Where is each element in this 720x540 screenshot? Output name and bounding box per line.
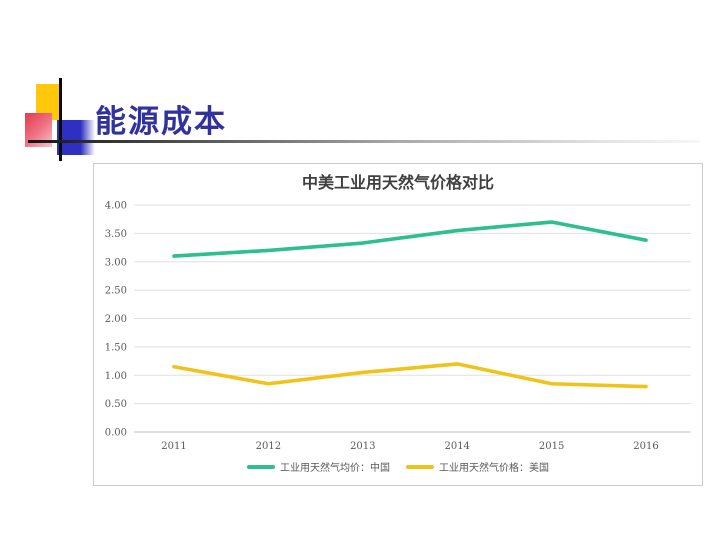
svg-text:1.50: 1.50 xyxy=(105,342,127,353)
legend-swatch xyxy=(406,464,434,469)
page-title: 能源成本 xyxy=(95,104,227,140)
svg-text:2.50: 2.50 xyxy=(105,286,127,297)
svg-text:2012: 2012 xyxy=(256,441,281,452)
svg-text:3.50: 3.50 xyxy=(105,229,127,240)
decoration-blue-square xyxy=(57,120,95,155)
decoration-vertical-line xyxy=(59,78,62,161)
legend-label: 工业用天然气均价：中国 xyxy=(280,463,390,474)
svg-text:1.00: 1.00 xyxy=(105,371,127,382)
legend-swatch xyxy=(247,464,275,469)
chart-title: 中美工业用天然气价格对比 xyxy=(301,173,494,192)
svg-text:2015: 2015 xyxy=(539,441,564,452)
svg-text:2014: 2014 xyxy=(444,441,469,452)
svg-text:4.00: 4.00 xyxy=(105,201,127,212)
svg-text:2016: 2016 xyxy=(633,441,658,452)
legend-item-usa: 工业用天然气价格：美国 xyxy=(406,459,549,474)
chart-svg: 0.00 0.50 1.00 1.50 2.00 2.50 3.00 3.50 4.00 2011… xyxy=(105,201,691,452)
chart-panel: 中美工业用天然气价格对比 0.00 0.50 1.00 1.50 2.00 2.50 3.0… xyxy=(93,163,703,486)
svg-text:2.00: 2.00 xyxy=(105,314,127,325)
svg-text:3.00: 3.00 xyxy=(105,257,127,268)
svg-text:0.00: 0.00 xyxy=(105,428,127,439)
svg-text:2013: 2013 xyxy=(350,441,375,452)
legend-label: 工业用天然气价格：美国 xyxy=(439,463,549,474)
svg-text:0.50: 0.50 xyxy=(105,399,127,410)
chart-legend: 工业用天然气均价：中国 工业用天然气价格：美国 xyxy=(94,459,702,474)
title-divider-line xyxy=(28,140,700,143)
legend-item-china: 工业用天然气均价：中国 xyxy=(247,459,390,474)
svg-text:2011: 2011 xyxy=(161,441,186,452)
